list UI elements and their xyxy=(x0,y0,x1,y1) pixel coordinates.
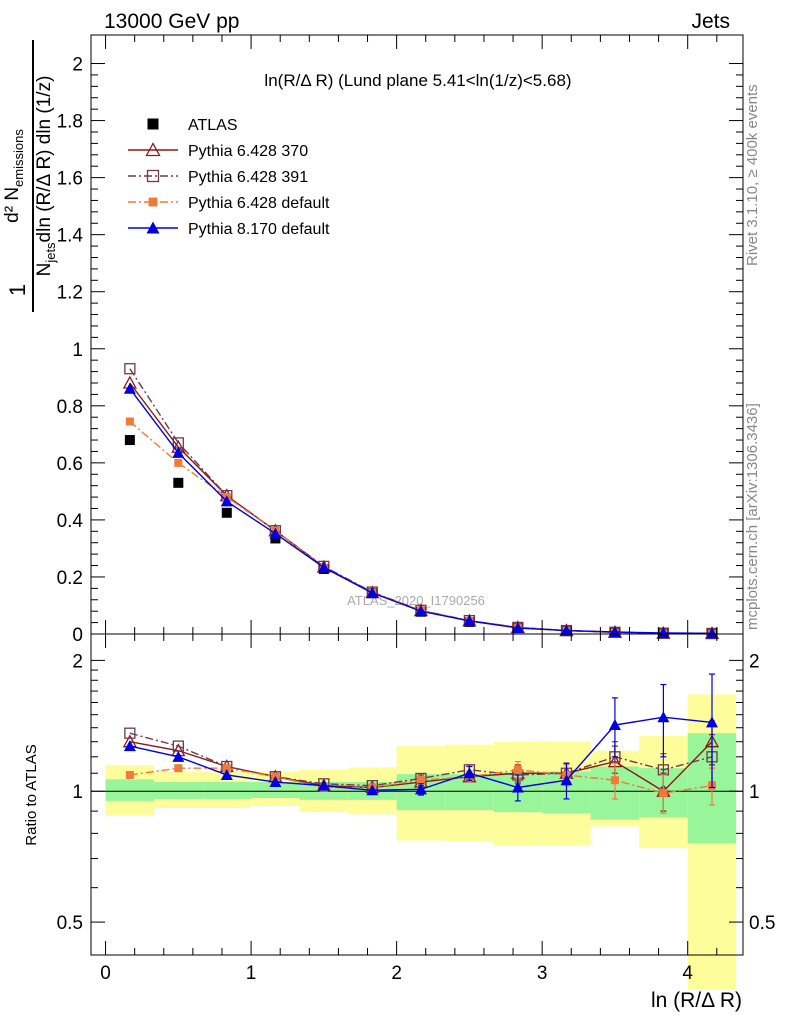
legend-marker xyxy=(148,197,158,207)
main-point xyxy=(174,458,183,467)
header-right: Jets xyxy=(691,10,730,33)
main-ytick-label: 0 xyxy=(72,625,83,646)
ratio-ytick-label: 0.5 xyxy=(57,913,83,934)
ratio-band-stat xyxy=(251,782,300,798)
ratio-point xyxy=(125,770,134,779)
ylabel-bottom-sub: jets xyxy=(43,242,58,264)
ratio-point xyxy=(172,750,185,762)
ratio-point xyxy=(269,776,282,788)
legend: ATLAS Pythia 6.428 370 Pythia 6.428 391 Pyt… xyxy=(128,117,330,238)
main-ytick-label: 0.8 xyxy=(57,397,83,418)
main-point xyxy=(123,382,136,394)
ratio-point xyxy=(317,779,330,791)
ratio-point xyxy=(706,716,719,728)
legend-marker xyxy=(146,169,160,183)
main-panel: ATLAS_2020_I1790256 00.20.40.60.811.21.4… xyxy=(57,34,744,646)
ratio-point xyxy=(416,776,425,785)
xtick-label: 2 xyxy=(391,963,402,984)
main-point xyxy=(124,363,136,375)
ratio-point xyxy=(608,719,621,731)
ratio-point xyxy=(560,774,573,786)
legend-label: Pythia 6.428 370 xyxy=(188,143,308,160)
legend-label: Pythia 8.170 default xyxy=(188,221,330,238)
ratio-frame xyxy=(90,633,744,956)
main-point xyxy=(269,527,282,539)
main-point xyxy=(173,477,184,488)
mcplots-label: mcplots.cern.ch [arXiv:1306.3436] xyxy=(744,403,761,630)
ratio-point xyxy=(657,711,670,723)
ratio-point xyxy=(414,783,427,795)
ratio-ytick-label-right: 1 xyxy=(749,782,760,803)
legend-label: Pythia 6.428 default xyxy=(188,195,330,212)
rivet-label: Rivet 3.1.10, ≥ 400k events xyxy=(744,84,761,266)
ratio-point xyxy=(610,776,619,785)
ylabel-bottom-rest: dln (R/Δ R) dln (1/z) xyxy=(34,76,55,243)
xtick-label: 1 xyxy=(246,963,257,984)
ratio-point xyxy=(124,727,136,739)
main-ytick-label: 2 xyxy=(72,55,83,76)
main-point xyxy=(220,495,233,507)
ylabel-top: d² Nemissions xyxy=(2,129,26,223)
legend-marker xyxy=(147,118,159,130)
ylabel-numerator: 1 xyxy=(5,284,30,296)
x-axis-label: ln (R/Δ R) xyxy=(651,989,742,1012)
ratio-ytick-label: 2 xyxy=(72,651,83,672)
ratio-point xyxy=(220,768,233,780)
xtick-label: 4 xyxy=(682,963,693,984)
ratio-band-stat xyxy=(202,782,252,799)
main-ytick-label: 0.4 xyxy=(57,511,84,532)
ylabel-bottom: Njetsdln (R/Δ R) dln (1/z) xyxy=(34,76,58,277)
ratio-ytick-label: 1 xyxy=(72,782,83,803)
ratio-point xyxy=(174,764,183,773)
main-ytick-label: 1 xyxy=(72,340,83,361)
main-point xyxy=(172,446,185,458)
main-point xyxy=(366,586,379,598)
main-ytick-label: 1.6 xyxy=(57,169,83,190)
ratio-point xyxy=(511,781,524,793)
main-ytick-label: 1.4 xyxy=(57,226,84,247)
ratio-point xyxy=(123,740,136,752)
main-ytick-label: 0.6 xyxy=(57,454,83,475)
main-point xyxy=(560,624,573,636)
main-title: ln(R/Δ R) (Lund plane 5.41<ln(1/z)<5.68) xyxy=(264,71,571,90)
legend-label: ATLAS xyxy=(188,117,238,134)
main-point xyxy=(511,622,524,634)
ratio-point xyxy=(513,765,522,774)
main-ytick-label: 1.2 xyxy=(57,283,83,304)
ylabel-top-sub: emissions xyxy=(11,129,26,187)
legend-label: Pythia 6.428 391 xyxy=(188,169,308,186)
xtick-label: 3 xyxy=(537,963,548,984)
ratio-point xyxy=(463,767,476,779)
main-series-4 xyxy=(123,382,719,639)
main-point xyxy=(463,614,476,626)
legend-marker xyxy=(146,221,160,234)
main-point xyxy=(414,605,427,617)
main-point xyxy=(706,627,719,639)
header-left: 13000 GeV pp xyxy=(104,10,239,33)
main-point xyxy=(125,417,134,426)
ratio-ylabel: Ratio to ATLAS xyxy=(23,744,40,845)
ratio-ytick-label-right: 0.5 xyxy=(749,913,775,934)
ratio-series-3 xyxy=(123,673,719,802)
main-point xyxy=(124,435,135,446)
ylabel-bottom-n: N xyxy=(34,263,55,277)
xtick-label: 0 xyxy=(100,963,111,984)
ratio-band-stat xyxy=(154,782,203,799)
main-ytick-label: 0.2 xyxy=(57,568,83,589)
main-ytick-label: 1.8 xyxy=(57,112,83,133)
ratio-point xyxy=(222,764,231,773)
main-point xyxy=(317,561,330,573)
main-ylabel: 1 d² Nemissions Njetsdln (R/Δ R) dln (1/… xyxy=(2,40,58,312)
ratio-panel: 0.5 0.5 1 1 2 2 0 1 2 3 4 Ratio to ATLAS ln (R/Δ R… xyxy=(23,633,775,1012)
main-point xyxy=(221,507,232,518)
ylabel-top-main: d² N xyxy=(2,187,23,223)
ratio-point xyxy=(366,784,379,796)
ratio-band-stat xyxy=(105,779,155,801)
legend-marker xyxy=(145,142,161,157)
main-point xyxy=(657,626,670,638)
ratio-ytick-label-right: 2 xyxy=(749,651,760,672)
ratio-point xyxy=(659,789,668,798)
